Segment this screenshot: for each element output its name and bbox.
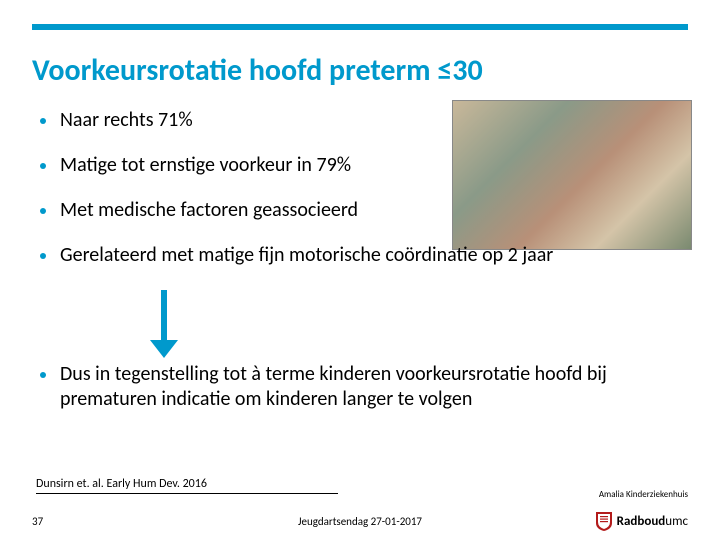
bullet-icon xyxy=(40,208,46,214)
bullet-item: Dus in tegenstelling tot à terme kindere… xyxy=(40,362,692,412)
hospital-name: Amalia Kinderziekenhuis xyxy=(599,489,688,500)
down-arrow-icon xyxy=(150,290,178,358)
citation-text: Dunsirn et. al. Early Hum Dev. 2016 xyxy=(36,477,338,494)
bullet-text: Met medische factoren geassocieerd xyxy=(60,198,358,223)
bullet-text: Dus in tegenstelling tot à terme kindere… xyxy=(60,362,692,412)
bullet-icon xyxy=(40,372,46,378)
shield-icon xyxy=(595,511,613,531)
bullet-item: Matige tot ernstige voorkeur in 79% xyxy=(40,153,692,178)
bullet-item: Gerelateerd met matige fijn motorische c… xyxy=(40,243,692,268)
bullet-icon xyxy=(40,163,46,169)
slide-title: Voorkeursrotatie hoofd preterm ≤30 xyxy=(32,52,483,89)
top-accent-bar xyxy=(32,24,688,30)
bullet-text: Matige tot ernstige voorkeur in 79% xyxy=(60,153,351,178)
bullet-item: Naar rechts 71% xyxy=(40,108,692,133)
radboudumc-logo: Radboudumc xyxy=(595,510,688,532)
bullet-icon xyxy=(40,253,46,259)
bullet-text: Gerelateerd met matige fijn motorische c… xyxy=(60,243,553,268)
slide-footer: 37 Jeugdartsendag 27-01-2017 Radboudumc xyxy=(0,506,720,540)
bullet-list: Naar rechts 71% Matige tot ernstige voor… xyxy=(40,108,692,432)
logo-text: Radboudumc xyxy=(617,514,688,529)
bullet-item: Met medische factoren geassocieerd xyxy=(40,198,692,223)
bullet-text: Naar rechts 71% xyxy=(60,108,193,133)
bullet-icon xyxy=(40,118,46,124)
